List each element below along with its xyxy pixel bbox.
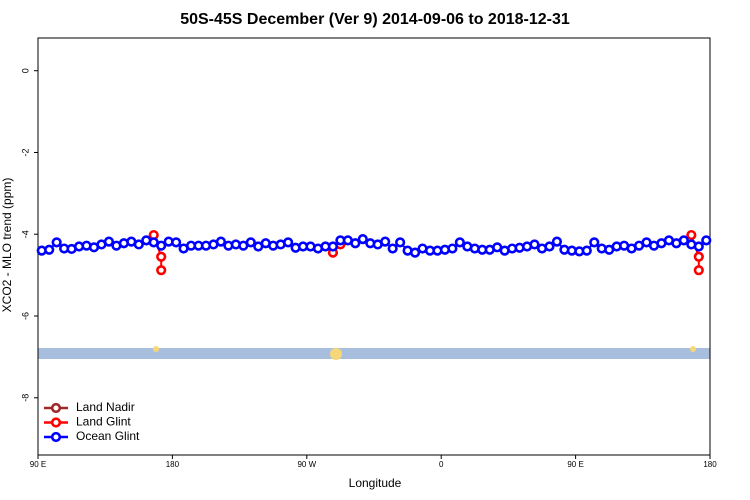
legend-marker xyxy=(50,402,62,414)
x-tick-label: 0 xyxy=(439,460,444,469)
point-marker xyxy=(693,265,704,276)
point-marker xyxy=(245,237,256,248)
point-marker xyxy=(693,251,704,262)
point-marker xyxy=(551,236,563,247)
x-tick-label: 90 E xyxy=(567,460,583,469)
coverage-band xyxy=(38,348,710,359)
legend-label: Ocean Glint xyxy=(76,429,140,443)
legend-marker xyxy=(50,417,62,428)
y-tick-label: 0 xyxy=(20,68,30,73)
point-marker xyxy=(701,235,712,246)
point-marker xyxy=(686,229,697,241)
x-tick-label: 180 xyxy=(166,460,180,469)
point-marker xyxy=(133,239,144,250)
x-tick-label: 90 W xyxy=(297,460,316,469)
point-marker xyxy=(283,237,294,248)
coverage-dot xyxy=(690,346,696,352)
point-marker xyxy=(171,237,182,248)
point-marker xyxy=(51,237,62,248)
point-marker xyxy=(454,237,465,248)
y-axis-label: XCO2 - MLO trend (ppm) xyxy=(0,178,14,313)
point-marker xyxy=(447,243,458,254)
point-marker xyxy=(544,241,555,252)
x-tick-label: 90 E xyxy=(30,460,46,469)
y-tick-label: -6 xyxy=(20,312,30,320)
point-marker xyxy=(581,245,592,256)
point-marker xyxy=(395,237,406,248)
point-marker xyxy=(156,251,167,262)
y-tick-label: -4 xyxy=(20,230,30,238)
point-marker xyxy=(44,244,55,255)
point-marker xyxy=(357,234,368,245)
point-marker xyxy=(156,240,167,251)
point-marker xyxy=(678,235,689,246)
coverage-dot xyxy=(153,346,159,352)
point-marker xyxy=(350,238,361,249)
point-marker xyxy=(387,243,398,254)
chart-title: 50S-45S December (Ver 9) 2014-09-06 to 2… xyxy=(180,11,570,28)
y-tick-label: -2 xyxy=(20,148,30,156)
legend-marker xyxy=(50,431,62,443)
point-marker xyxy=(409,247,421,258)
plot-frame xyxy=(37,37,711,456)
coverage-dot xyxy=(330,348,342,360)
x-tick-label: 180 xyxy=(703,460,717,469)
point-marker xyxy=(693,241,704,252)
point-marker xyxy=(156,265,167,276)
point-marker xyxy=(589,237,600,248)
point-marker xyxy=(529,239,540,250)
x-axis-label: Longitude xyxy=(349,476,402,490)
point-marker xyxy=(327,241,339,252)
point-marker xyxy=(215,236,227,247)
point-marker xyxy=(103,236,115,247)
legend-label: Land Glint xyxy=(76,415,131,429)
point-marker xyxy=(380,236,391,247)
legend-label: Land Nadir xyxy=(76,400,135,414)
y-tick-label: -8 xyxy=(20,394,30,402)
